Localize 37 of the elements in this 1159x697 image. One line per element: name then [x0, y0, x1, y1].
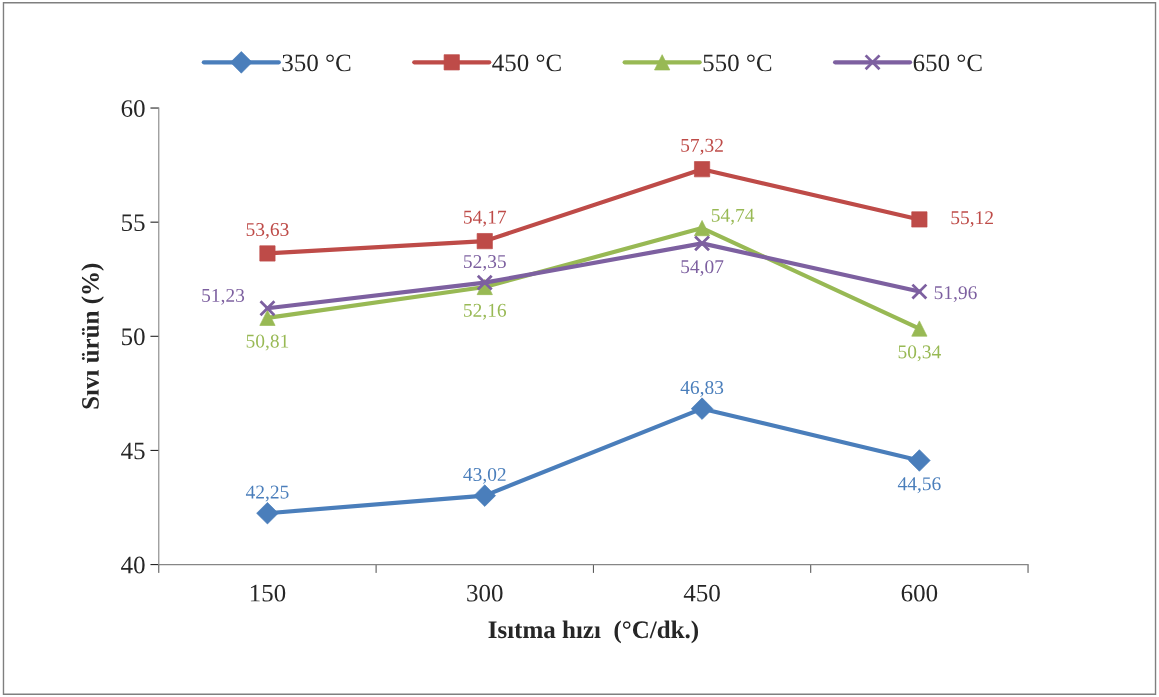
data-label: 54,74 — [711, 208, 755, 225]
x-tick-label: 150 — [250, 584, 286, 602]
point — [693, 235, 711, 252]
y-tick-label: 45 — [121, 442, 145, 460]
data-label: 57,32 — [681, 138, 723, 155]
data-label: 50,81 — [246, 334, 289, 351]
data-label: 50,34 — [898, 345, 941, 362]
point — [911, 283, 928, 300]
y-tick-label: 40 — [121, 556, 145, 574]
point — [476, 233, 493, 250]
legend-label: 650 °C — [913, 54, 982, 72]
data-label: 51,23 — [202, 288, 245, 305]
data-label: 55,12 — [951, 211, 993, 228]
data-label: 54,17 — [464, 210, 507, 227]
y-tick-label: 50 — [122, 328, 145, 346]
point — [256, 502, 279, 525]
data-label: 51,96 — [934, 286, 977, 303]
y-tick-label: 55 — [122, 214, 145, 232]
data-label: 52,35 — [464, 255, 506, 271]
legend-label: 350 °C — [282, 54, 351, 72]
data-label: 43,02 — [463, 467, 506, 484]
x-axis-title: Isıtma hızı (°C/dk.) — [488, 620, 699, 644]
legend-label: 450 °C — [492, 54, 561, 72]
data-label: 42,25 — [245, 485, 289, 502]
x-tick-label: 300 — [467, 584, 503, 602]
point — [259, 299, 276, 317]
data-label: 53,63 — [246, 223, 289, 239]
x-tick-label: 600 — [901, 584, 938, 602]
data-label: 54,07 — [681, 260, 724, 277]
x-tick-label: 450 — [683, 584, 720, 602]
data-label: 44,56 — [897, 477, 941, 494]
data-label: 52,16 — [464, 303, 507, 320]
point — [476, 274, 494, 291]
y-tick-label: 60 — [121, 100, 145, 117]
data-label: 46,83 — [680, 380, 724, 397]
y-axis-title: Sıvı ürün (%) — [81, 263, 104, 409]
legend-label: 550 °C — [703, 54, 772, 72]
